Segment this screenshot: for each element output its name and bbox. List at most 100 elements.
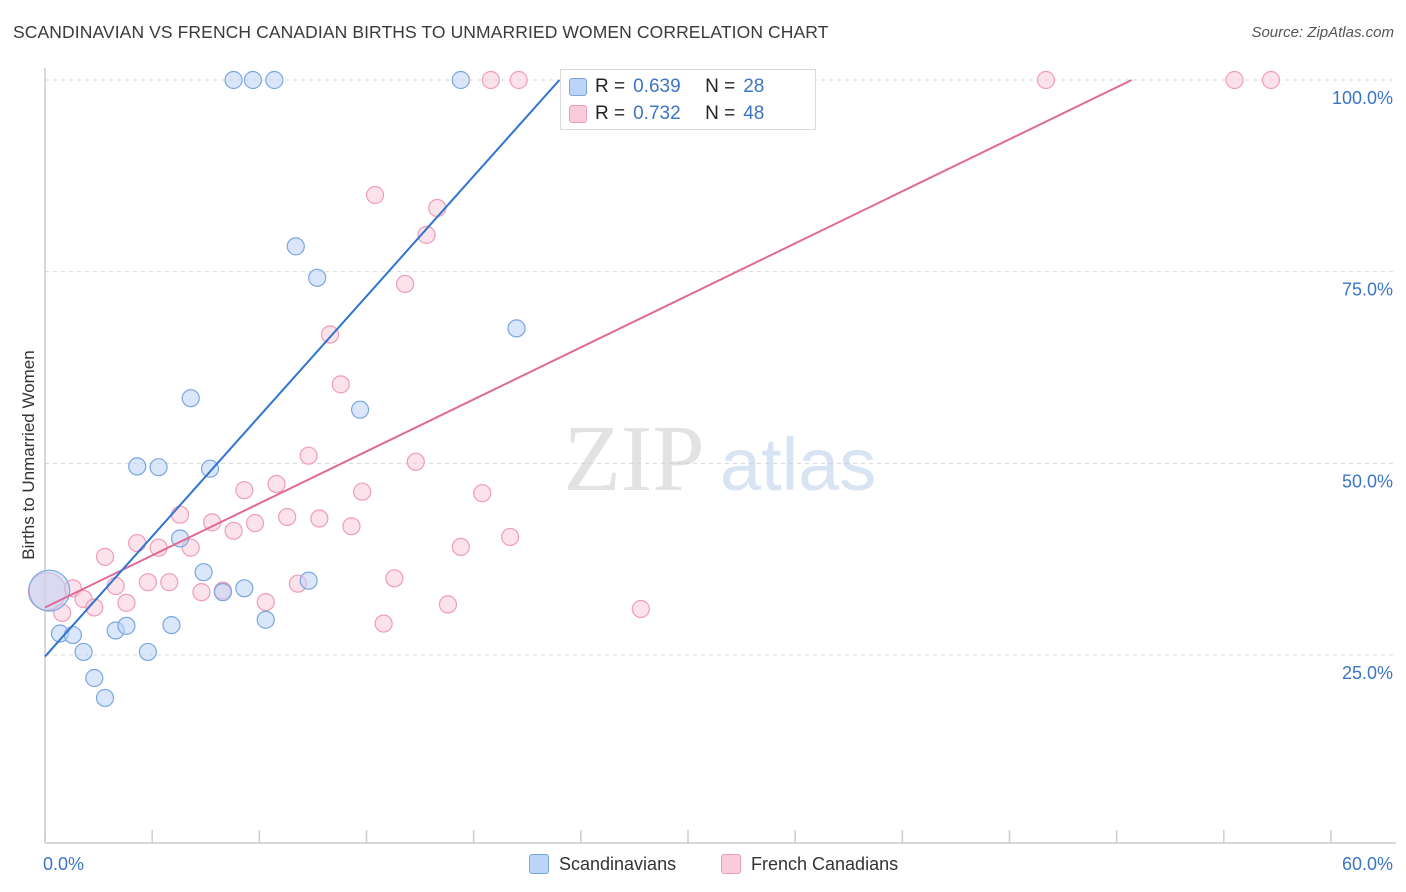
data-point <box>365 185 385 205</box>
bottom-legend-swatch-blue <box>529 854 549 874</box>
data-point <box>308 268 327 287</box>
data-point <box>170 505 190 524</box>
trend-lines <box>44 79 1133 658</box>
data-point <box>256 610 275 629</box>
data-point <box>299 446 318 465</box>
axes <box>44 68 1396 844</box>
data-point <box>1261 70 1281 90</box>
bottom-legend-french-canadians: French Canadians <box>721 852 898 876</box>
legend-n-value: 28 <box>743 76 765 97</box>
data-point <box>181 389 200 408</box>
bottom-legend-swatch-pink <box>721 854 741 874</box>
data-point <box>286 237 305 256</box>
data-point <box>149 458 168 477</box>
data-point <box>235 481 254 500</box>
data-point <box>243 70 263 90</box>
data-point <box>160 573 179 592</box>
data-point <box>138 573 157 592</box>
data-point <box>320 325 340 344</box>
data-point <box>631 599 650 619</box>
data-point <box>350 400 370 419</box>
data-point <box>451 537 470 557</box>
legend-swatch-blue <box>569 78 587 96</box>
data-point <box>95 688 115 708</box>
data-point <box>224 70 243 90</box>
data-point <box>406 452 425 471</box>
y-tick-label: 50.0% <box>1342 471 1393 491</box>
y-tick-label: 25.0% <box>1342 663 1393 683</box>
data-point <box>278 507 297 527</box>
data-point <box>128 533 147 553</box>
data-point <box>509 70 528 90</box>
x-tick-label-max: 60.0% <box>1342 854 1393 874</box>
data-point <box>74 642 93 662</box>
data-point <box>117 593 136 612</box>
legend-r-label: R = <box>595 103 626 124</box>
data-point <box>194 563 213 582</box>
gridlines <box>45 79 1396 656</box>
data-point <box>192 583 211 602</box>
data-point <box>473 484 492 503</box>
data-point <box>374 614 393 633</box>
legend-r-label: R = <box>595 76 626 97</box>
y-tick-label: 75.0% <box>1342 280 1393 300</box>
legend-r-value: 0.639 <box>633 76 681 97</box>
data-point <box>385 569 404 588</box>
bottom-legend-scandinavians: Scandinavians <box>529 852 676 876</box>
legend-row-french-canadians: R = 0.732 N = 48 <box>569 103 765 125</box>
data-point <box>235 579 254 598</box>
data-point <box>149 538 168 557</box>
bottom-legend-label: Scandinavians <box>559 853 677 874</box>
data-point <box>481 70 500 90</box>
x-tick-labels: 0.0% 60.0% <box>43 854 1393 874</box>
watermark: ZIP atlas <box>564 407 877 511</box>
data-point <box>353 482 372 501</box>
data-point <box>224 521 243 540</box>
data-point <box>213 583 232 602</box>
french-canadians-points <box>27 70 1281 633</box>
data-point <box>395 274 415 294</box>
data-point <box>507 319 526 338</box>
data-point <box>331 375 350 394</box>
data-point <box>162 615 181 635</box>
trend-line-french-canadians <box>44 79 1133 609</box>
x-tick-label-min: 0.0% <box>43 854 84 874</box>
data-point <box>438 595 458 614</box>
chart-title: SCANDINAVIAN VS FRENCH CANADIAN BIRTHS T… <box>13 22 829 42</box>
data-point <box>1036 70 1056 90</box>
data-point <box>63 625 82 645</box>
data-point <box>85 668 104 688</box>
source-label: Source: ZipAtlas.com <box>1251 24 1394 41</box>
data-point <box>417 225 436 244</box>
data-point <box>451 70 470 90</box>
y-tick-label: 100.0% <box>1332 88 1393 108</box>
data-point <box>265 70 284 90</box>
legend-n-label: N = <box>705 103 736 124</box>
bottom-legend-label: French Canadians <box>751 853 899 874</box>
data-point <box>256 592 275 612</box>
data-point <box>245 514 265 533</box>
legend-n-label: N = <box>705 76 736 97</box>
legend-row-scandinavians: R = 0.639 N = 28 <box>569 76 765 98</box>
scandinavians-points <box>28 70 526 708</box>
data-point <box>138 642 157 662</box>
data-point <box>267 474 286 494</box>
legend-r-value: 0.732 <box>633 103 681 124</box>
data-point <box>310 509 329 528</box>
data-point <box>1225 70 1244 90</box>
data-point <box>501 527 520 547</box>
trend-line-scandinavians <box>44 79 561 658</box>
data-point <box>95 547 115 566</box>
legend-n-value: 48 <box>743 103 765 124</box>
data-point <box>200 459 220 478</box>
data-point <box>342 517 361 536</box>
data-point <box>128 457 147 476</box>
data-point <box>85 598 104 617</box>
data-point <box>299 571 318 590</box>
data-point <box>428 198 447 218</box>
stats-legend: R = 0.639 N = 28 R = 0.732 N = 48 <box>560 69 816 130</box>
data-point <box>117 616 136 635</box>
x-ticks <box>44 830 1332 843</box>
watermark-atlas: atlas <box>720 423 876 506</box>
